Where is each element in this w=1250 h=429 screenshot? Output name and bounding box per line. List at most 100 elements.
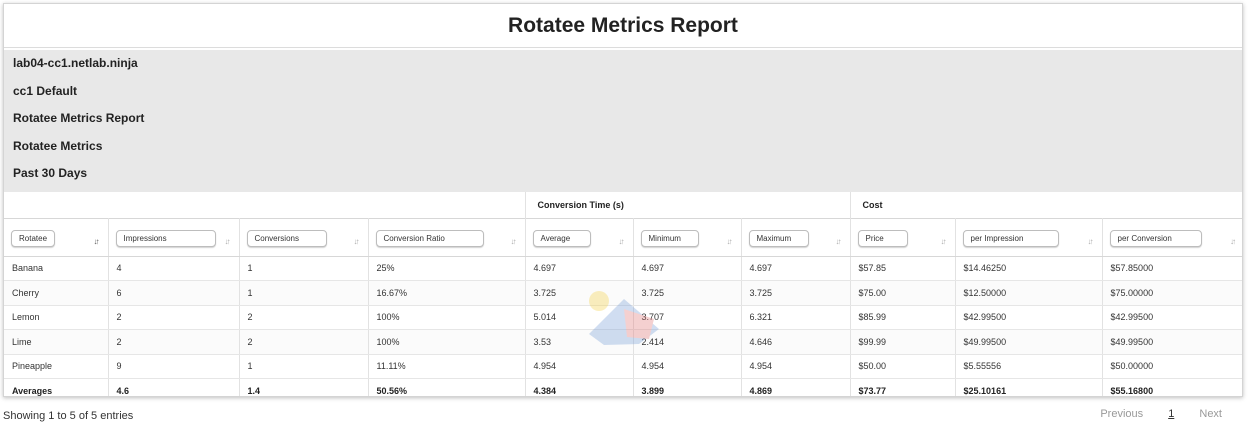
col-impressions-label[interactable]: Impressions <box>115 229 216 247</box>
cell-per-conversion: $50.00000 <box>1102 354 1242 379</box>
cell-maximum: 6.321 <box>741 305 851 330</box>
sort-asc-icon[interactable]: ↓↑ <box>93 236 100 246</box>
cell-average: 4.697 <box>525 256 634 281</box>
cell-conversions: 1 <box>239 256 369 281</box>
cell-rotatee: Pineapple <box>4 354 109 379</box>
cell-conversions: 2 <box>239 305 369 330</box>
cell-minimum: 4.954 <box>633 354 742 379</box>
col-maximum-label[interactable]: Maximum <box>748 229 809 247</box>
cell-per-impression: $49.99500 <box>955 329 1103 355</box>
avg-conversions: 1.4 <box>239 378 369 396</box>
cell-rotatee: Lemon <box>4 305 109 330</box>
meta-report-type: Rotatee Metrics <box>13 138 103 153</box>
sort-icon[interactable]: ↓↑ <box>1230 236 1236 246</box>
avg-per-conversion: $55.16800 <box>1110 385 1154 396</box>
cell-per-conversion: $75.00000 <box>1102 280 1242 306</box>
cell-conversion-ratio: 11.11% <box>368 354 526 379</box>
cell-per-conversion: $49.99500 <box>1102 329 1242 355</box>
page-1-button[interactable]: 1 <box>1168 408 1175 420</box>
cell-impressions: 2 <box>108 329 240 355</box>
cell-average: 4.954 <box>525 354 634 379</box>
pagination: Previous 1 Next <box>1078 408 1222 420</box>
col-per-conversion[interactable]: per Conversion ↓↑ <box>1102 217 1242 257</box>
cell-price: $57.85 <box>850 256 956 281</box>
col-minimum[interactable]: Minimum ↓↑ <box>633 217 742 257</box>
cell-minimum: 3.725 <box>633 280 742 306</box>
cell-per-impression: $14.46250 <box>955 256 1103 281</box>
cell-conversion-ratio: 25% <box>368 256 526 281</box>
cell-impressions: 9 <box>108 354 240 379</box>
column-header-row: Rotatee ↓↑ Impressions ↓↑ Conversions ↓↑ Co… <box>4 217 1242 257</box>
col-conversions-label[interactable]: Conversions <box>246 229 327 247</box>
cell-impressions: 2 <box>108 305 240 330</box>
sort-icon[interactable]: ↓↑ <box>835 236 842 246</box>
cell-average: 5.014 <box>525 305 634 330</box>
cell-conversion-ratio: 100% <box>368 305 526 330</box>
table-row: Banana 4 1 25% 4.697 4.697 4.697 $57.85 $14.4625… <box>4 256 1242 281</box>
col-rotatee[interactable]: Rotatee ↓↑ <box>4 217 109 257</box>
sort-icon[interactable]: ↓↑ <box>353 236 360 246</box>
cell-price: $99.99 <box>850 329 956 355</box>
col-per-impression[interactable]: per Impression ↓↑ <box>955 217 1103 257</box>
table-row: Lemon 2 2 100% 5.014 3.707 6.321 $85.99 $42.9950… <box>4 305 1242 330</box>
cell-rotatee: Cherry <box>4 280 109 306</box>
avg-conversion-ratio: 50.56% <box>368 378 526 396</box>
cell-price: $50.00 <box>850 354 956 379</box>
previous-page-button[interactable]: Previous <box>1100 408 1144 420</box>
col-maximum[interactable]: Maximum ↓↑ <box>741 217 851 257</box>
report-panel: Rotatee Metrics Report lab04-cc1.netlab.… <box>3 3 1243 397</box>
page-title: Rotatee Metrics Report <box>4 4 1242 48</box>
col-price-label[interactable]: Price <box>857 229 908 247</box>
cell-conversions: 2 <box>239 329 369 355</box>
cell-conversions: 1 <box>239 280 369 306</box>
col-price[interactable]: Price ↓↑ <box>850 217 956 257</box>
meta-campaign: cc1 Default <box>13 83 78 98</box>
cell-average: 3.725 <box>525 280 634 306</box>
cell-maximum: 3.725 <box>741 280 851 306</box>
sort-icon[interactable]: ↓↑ <box>510 236 517 246</box>
avg-minimum: 3.899 <box>633 378 742 396</box>
table-row: Pineapple 9 1 11.11% 4.954 4.954 4.954 $50.00 $5… <box>4 354 1242 379</box>
col-average[interactable]: Average ↓↑ <box>525 217 634 257</box>
cell-per-impression: $12.50000 <box>955 280 1103 306</box>
next-page-button[interactable]: Next <box>1199 408 1222 420</box>
cell-price: $85.99 <box>850 305 956 330</box>
col-conversions[interactable]: Conversions ↓↑ <box>239 217 369 257</box>
cell-per-conversion: $57.85000 <box>1102 256 1242 281</box>
sort-icon[interactable]: ↓↑ <box>940 236 947 246</box>
col-conversion-ratio-label[interactable]: Conversion Ratio <box>375 229 484 247</box>
table-info: Showing 1 to 5 of 5 entries <box>3 410 134 422</box>
meta-period: Past 30 Days <box>13 166 88 180</box>
cell-per-impression: $42.99500 <box>955 305 1103 330</box>
col-impressions[interactable]: Impressions ↓↑ <box>108 217 240 257</box>
table-row: Lime 2 2 100% 3.53 2.414 4.646 $99.99 $49.99500 $… <box>4 329 1242 355</box>
group-cost: Cost <box>850 192 1242 218</box>
sort-icon[interactable]: ↓↑ <box>618 236 625 246</box>
cell-minimum: 4.697 <box>633 256 742 281</box>
avg-price: $73.77 <box>850 378 956 396</box>
sort-icon[interactable]: ↓↑ <box>726 236 733 246</box>
col-minimum-label[interactable]: Minimum <box>640 229 699 247</box>
report-meta: lab04-cc1.netlab.ninja cc1 Default Rotat… <box>4 50 1242 192</box>
cell-maximum: 4.954 <box>741 354 851 379</box>
cell-minimum: 3.707 <box>633 305 742 330</box>
sort-icon[interactable]: ↓↑ <box>224 236 231 246</box>
sort-icon[interactable]: ↓↑ <box>1087 236 1094 246</box>
col-per-conversion-label[interactable]: per Conversion <box>1109 229 1202 247</box>
avg-label: Averages <box>4 378 109 396</box>
cell-rotatee: Lime <box>4 329 109 355</box>
col-average-label[interactable]: Average <box>532 229 591 247</box>
cell-per-conversion: $42.99500 <box>1102 305 1242 330</box>
cell-conversion-ratio: 16.67% <box>368 280 526 306</box>
col-per-impression-label[interactable]: per Impression <box>962 229 1059 247</box>
cell-conversion-ratio: 100% <box>368 329 526 355</box>
avg-maximum: 4.869 <box>741 378 851 396</box>
cell-per-impression: $5.55556 <box>955 354 1103 379</box>
cell-minimum: 2.414 <box>633 329 742 355</box>
cell-impressions: 4 <box>108 256 240 281</box>
table-row: Cherry 6 1 16.67% 3.725 3.725 3.725 $75.00 $12.5… <box>4 280 1242 306</box>
col-conversion-ratio[interactable]: Conversion Ratio ↓↑ <box>368 217 526 257</box>
avg-impressions: 4.6 <box>108 378 240 396</box>
col-rotatee-label[interactable]: Rotatee <box>11 229 56 247</box>
cell-impressions: 6 <box>108 280 240 306</box>
